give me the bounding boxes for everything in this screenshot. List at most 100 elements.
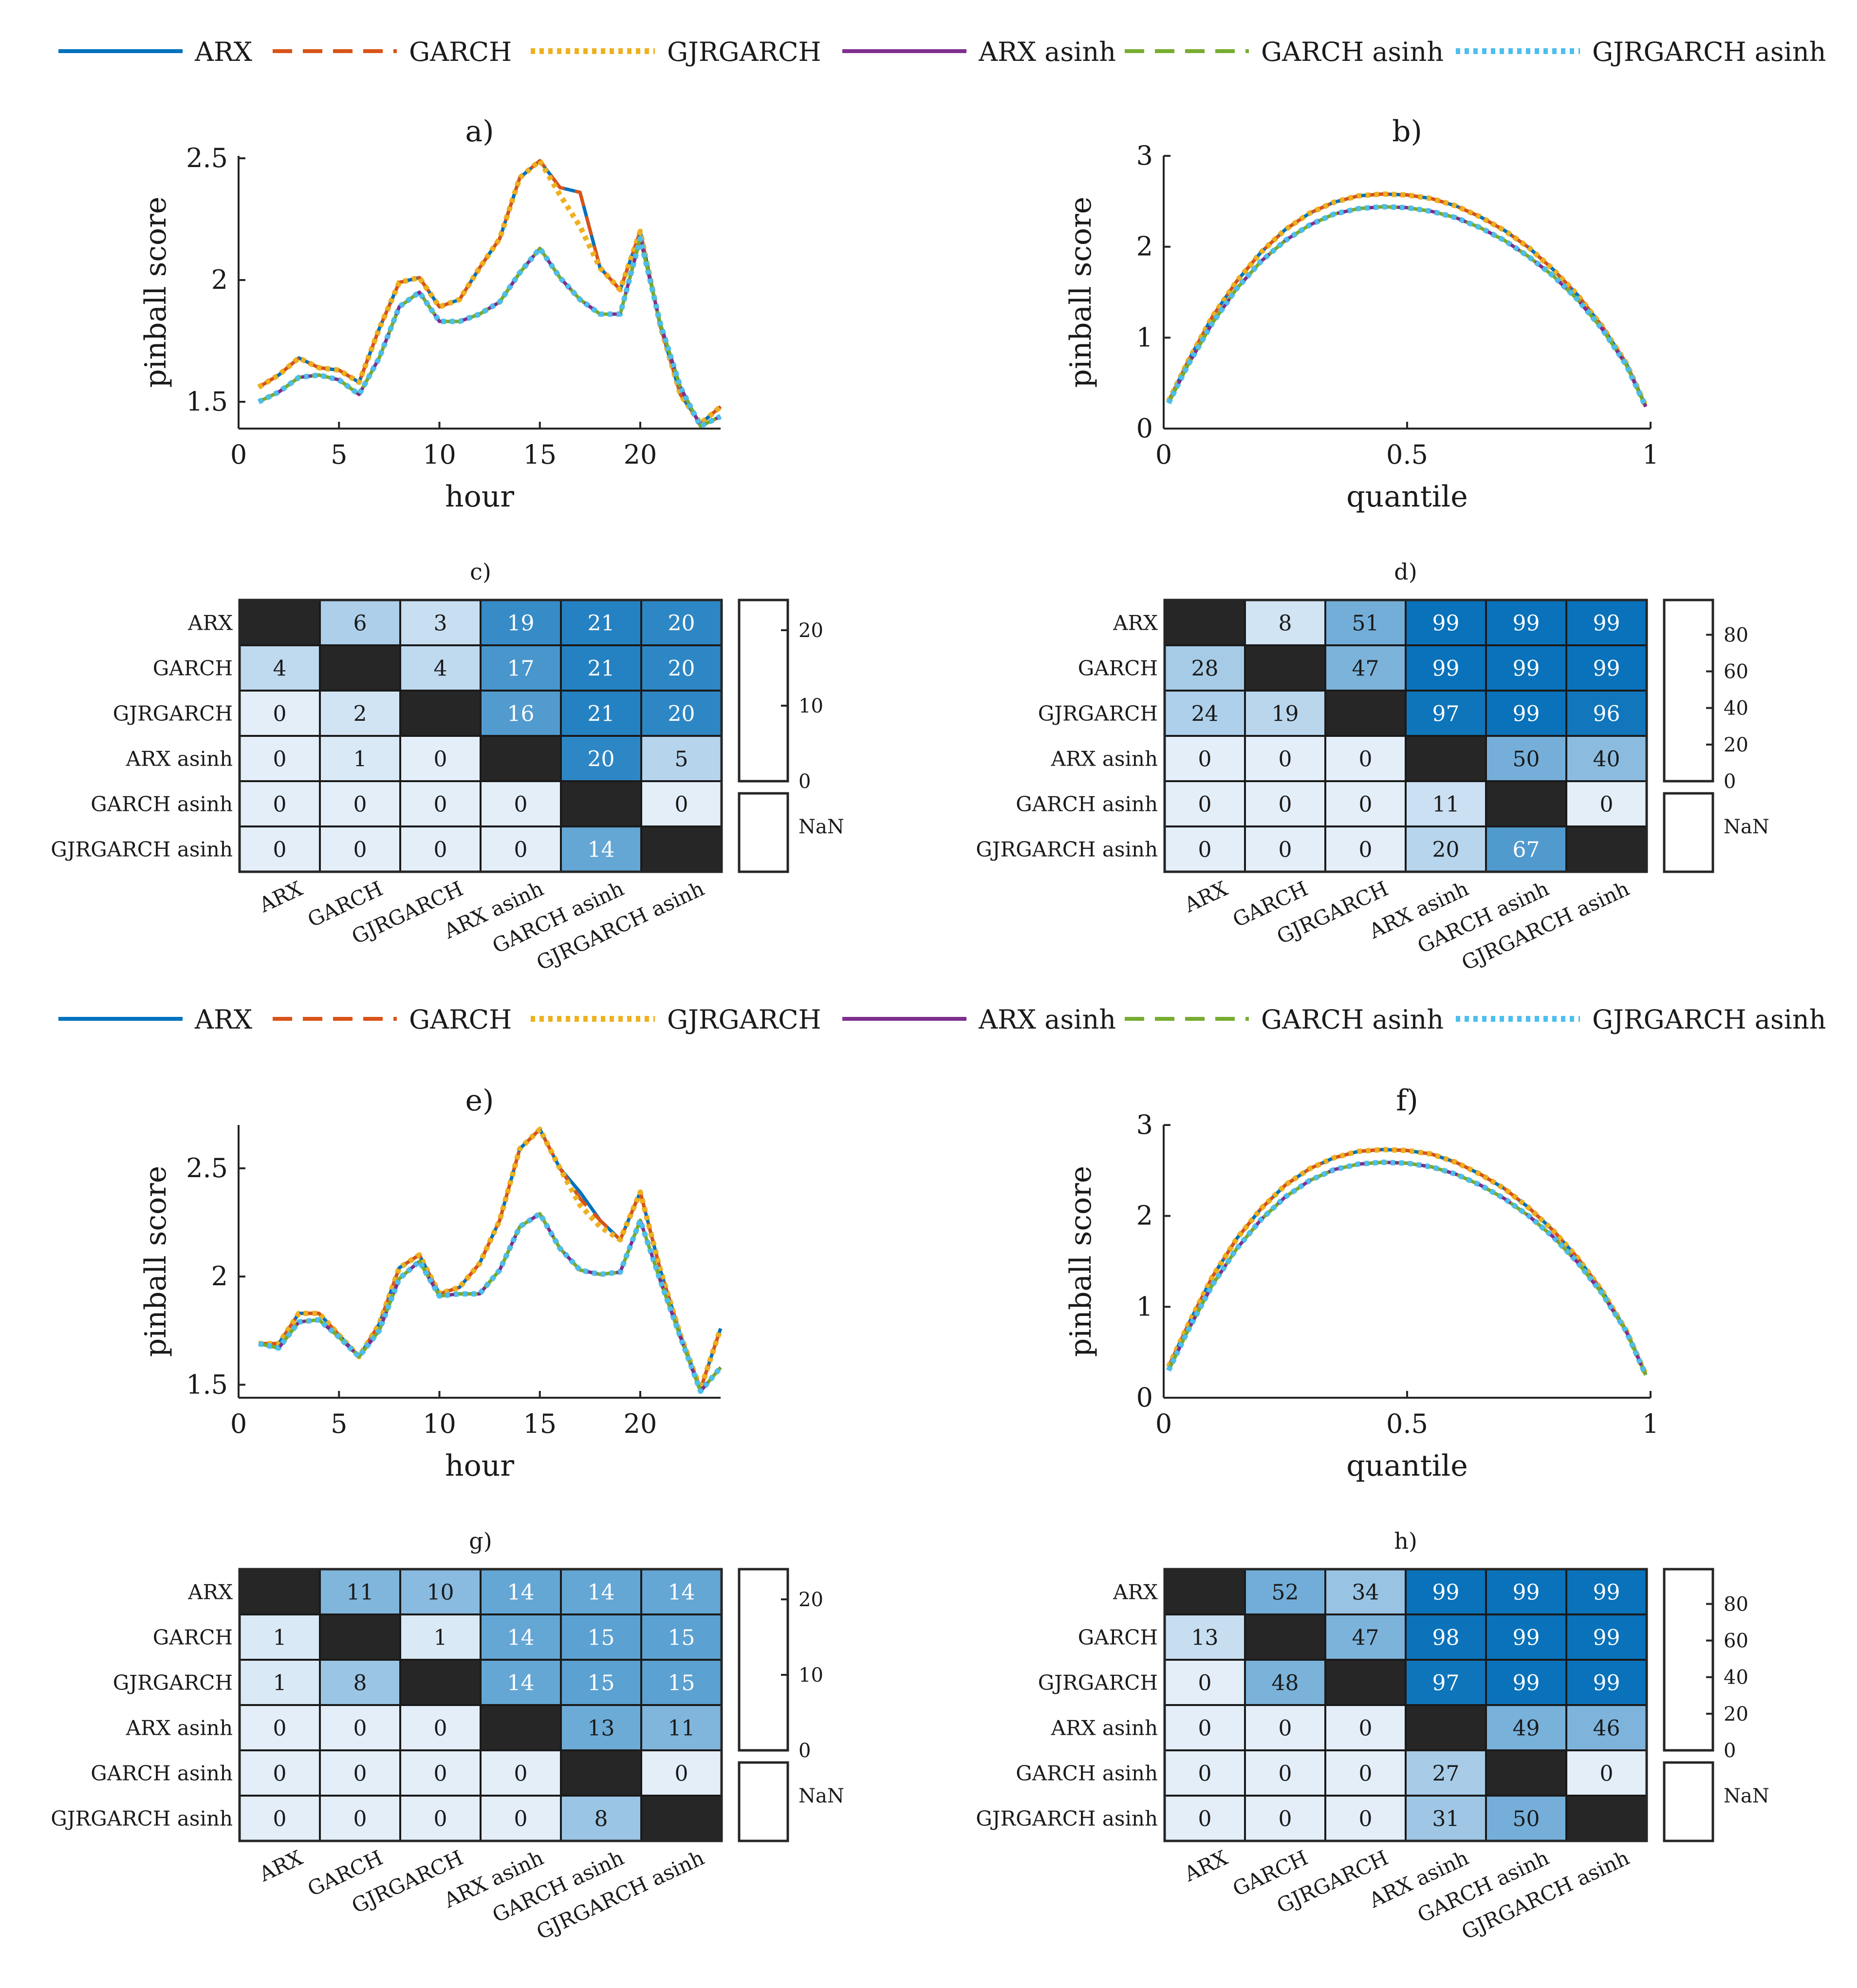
- heatmap-cell: [1324, 825, 1407, 873]
- cell-value: 99: [1432, 656, 1460, 681]
- cell-value: 0: [675, 1762, 688, 1786]
- heatmap-cell: [1324, 780, 1407, 827]
- cell-value: 15: [588, 1671, 615, 1696]
- cell-value: 0: [514, 792, 528, 817]
- series-gjrgarch: [1166, 191, 1649, 407]
- heatmap-cell: [239, 735, 321, 782]
- row-label: GARCH: [1078, 1626, 1158, 1650]
- colorbar-tick-label: 20: [1724, 734, 1748, 756]
- chart-b: b) 0 0.5 1 0 1 2 3 quantile pinball score: [1064, 114, 1659, 514]
- legend-label-arx-asinh: ARX asinh: [978, 37, 1116, 67]
- heatmap-cell: [480, 780, 562, 827]
- y-axis-label: pinball score: [139, 197, 173, 388]
- row-label: ARX: [187, 611, 233, 635]
- legend-label-arx-asinh: ARX asinh: [978, 1004, 1116, 1035]
- heatmap-cell: [319, 780, 401, 827]
- heatmap-cell: [1324, 735, 1407, 782]
- colorbar: [738, 1568, 789, 1752]
- heatmap-cell: [640, 825, 723, 873]
- heatmap-cell: [1485, 1749, 1567, 1797]
- series-gjrgarch-asinh: [1166, 1160, 1649, 1376]
- y-tick-label: 3: [1136, 140, 1153, 171]
- cell-value: 0: [514, 1762, 528, 1786]
- heatmap-cell: [480, 825, 562, 873]
- cell-value: 11: [347, 1580, 374, 1605]
- legend-label-gjrgarch: GJRGARCH: [667, 1004, 821, 1035]
- col-label: ARX: [255, 1846, 306, 1887]
- heatmap-cell: [1405, 599, 1487, 646]
- cell-value: 0: [1279, 1762, 1292, 1786]
- chart-title: h): [1394, 1528, 1417, 1554]
- heatmap-cell: [1405, 780, 1487, 827]
- heatmap-cell: [1324, 690, 1407, 737]
- legend-label-gjrgarch-asinh: GJRGARCH asinh: [1592, 37, 1826, 67]
- x-tick-label: 0: [1155, 439, 1172, 470]
- heatmap-cell: [319, 1659, 401, 1706]
- y-tick-label: 2: [211, 264, 228, 295]
- cell-value: 5: [675, 747, 688, 772]
- series-garch-asinh: [258, 237, 722, 428]
- y-tick-label: 2: [1136, 1200, 1153, 1231]
- cell-value: 11: [1432, 792, 1460, 817]
- heatmap-cell: [1324, 1568, 1407, 1615]
- cell-value: 34: [1352, 1580, 1379, 1605]
- cell-value: 0: [1198, 1807, 1212, 1832]
- heatmap-cell: [1485, 735, 1567, 782]
- cell-value: 0: [1279, 838, 1292, 863]
- cell-value: 10: [427, 1580, 454, 1605]
- heatmap-cell: [480, 1613, 562, 1661]
- cell-value: 0: [434, 792, 447, 817]
- cell-value: 0: [273, 838, 287, 863]
- legend-label-gjrgarch: GJRGARCH: [667, 37, 821, 67]
- y-tick-label: 2.5: [186, 143, 228, 173]
- heatmap-cell: [560, 644, 642, 692]
- cell-value: 52: [1272, 1580, 1299, 1605]
- cell-value: 14: [507, 1626, 535, 1650]
- row-label: GJRGARCH asinh: [51, 1807, 233, 1831]
- cell-value: 1: [434, 1626, 447, 1650]
- y-axis-label: pinball score: [1064, 1166, 1098, 1357]
- cell-value: 99: [1593, 611, 1620, 636]
- cell-value: 0: [1279, 792, 1292, 817]
- heatmap-cell: [319, 690, 401, 737]
- cell-value: 97: [1432, 1671, 1460, 1696]
- col-label: ARX: [1180, 877, 1231, 918]
- chart-h: h) 52 34 99 99 99 ARX 13 47 98 99 99 GARCH 0 48 97 99 99 G…: [976, 1528, 1769, 1944]
- heatmap-cell: [239, 1795, 321, 1842]
- cell-value: 50: [1513, 1807, 1540, 1832]
- nan-label: NaN: [799, 816, 844, 838]
- heatmap-cell: [1485, 825, 1567, 873]
- row-label: ARX: [1113, 611, 1158, 635]
- heatmap-cell: [560, 1704, 642, 1751]
- cell-value: 48: [1272, 1671, 1299, 1696]
- row-label: GARCH asinh: [91, 1762, 233, 1785]
- legend-label-garch: GARCH: [409, 37, 512, 67]
- cell-value: 0: [273, 1762, 287, 1786]
- heatmap-cell: [319, 1704, 401, 1751]
- x-tick-label: 20: [624, 439, 657, 470]
- row-label: ARX asinh: [126, 747, 233, 771]
- colorbar: [738, 599, 789, 783]
- cell-value: 67: [1513, 838, 1540, 863]
- cell-value: 0: [1198, 747, 1212, 772]
- cell-value: 0: [1359, 1807, 1373, 1832]
- chart-title: c): [470, 559, 491, 585]
- series-garch: [1167, 1147, 1648, 1375]
- cell-value: 0: [1600, 792, 1614, 817]
- heatmap-cell: [480, 1704, 562, 1751]
- cell-value: 0: [273, 1807, 287, 1832]
- y-tick-label: 1: [1136, 322, 1153, 353]
- heatmap-cell: [1485, 690, 1567, 737]
- heatmap-frame: [238, 599, 723, 873]
- nan-swatch: [1663, 792, 1714, 873]
- cell-value: 1: [273, 1626, 287, 1650]
- row-label: ARX asinh: [1051, 747, 1158, 771]
- chart-d: d) 8 51 99 99 99 ARX 28 47 99 99 99 GARCH 24 19 97 99 96 G…: [976, 559, 1769, 975]
- col-label: ARX: [1180, 1846, 1231, 1887]
- cell-value: 0: [1359, 1762, 1373, 1786]
- chart-title: a): [465, 114, 494, 149]
- cell-value: 0: [514, 838, 528, 863]
- chart-a: a) 0 5 10 15 20 1.5 2 2.5 hour pinball score: [139, 114, 723, 514]
- nan-swatch: [738, 792, 789, 873]
- cell-value: 99: [1593, 1671, 1620, 1696]
